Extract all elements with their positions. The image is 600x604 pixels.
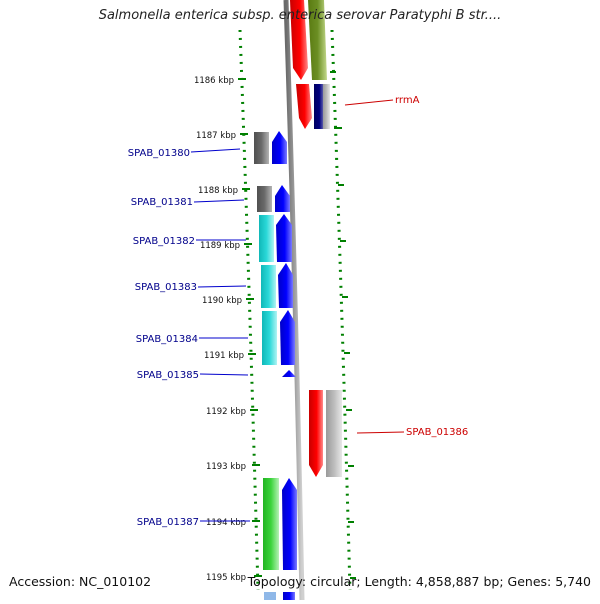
gene-spab-01382-blue[interactable] (276, 214, 292, 262)
gene-label-spab-01382[interactable]: SPAB_01382 (133, 236, 195, 247)
gene-label-spab-01385[interactable]: SPAB_01385 (137, 370, 199, 381)
tick-group-1186: 1186 kbp (194, 76, 246, 86)
tick-label: 1192 kbp (206, 407, 246, 417)
gene-spab-01383-cyan[interactable] (261, 265, 276, 308)
gene-label-spab-01381[interactable]: SPAB_01381 (131, 197, 193, 208)
tick-label: 1194 kbp (206, 518, 246, 528)
gene-label-spab-01386[interactable]: SPAB_01386 (406, 427, 468, 438)
gene-label-spab-01383[interactable]: SPAB_01383 (135, 282, 197, 293)
gene-spab-01381-grey[interactable] (257, 186, 272, 212)
tick-label: 1193 kbp (206, 462, 246, 472)
gene-spab-01382-cyan[interactable] (259, 215, 274, 262)
gene-spab-01387-green[interactable] (263, 478, 279, 570)
gene-reverse-top-red[interactable] (290, 0, 308, 80)
gene-rrma-navy[interactable] (314, 84, 323, 129)
tick-label: 1186 kbp (194, 76, 234, 86)
leader-spab-01385 (199, 373, 249, 376)
tick-ring-right (330, 29, 352, 591)
gene-label-spab-01380[interactable]: SPAB_01380 (128, 148, 190, 159)
leader-spab-01381 (193, 199, 245, 203)
tick-group-1195: 1195 kbp (206, 573, 262, 583)
tick-group-1193: 1193 kbp (206, 462, 260, 472)
leader-spab-01386 (356, 431, 405, 434)
topology-text: Topology: circular; Length: 4,858,887 bp… (247, 574, 591, 589)
tick-group-1192: 1192 kbp (206, 407, 258, 417)
tick-group-1189: 1189 kbp (200, 241, 252, 251)
leader-spab-01380 (190, 148, 241, 153)
gene-rrma-grey[interactable] (323, 84, 330, 129)
leader-rrma (344, 99, 394, 106)
tick-ring-left (238, 29, 260, 591)
gene-spab-01386-grey[interactable] (326, 390, 342, 477)
tick-label: 1191 kbp (204, 351, 244, 361)
tick-label: 1195 kbp (206, 573, 246, 583)
tick-group-1190: 1190 kbp (202, 296, 254, 306)
gene-spab-01383-blue[interactable] (278, 263, 293, 308)
tick-label: 1190 kbp (202, 296, 242, 306)
gene-spab-01385-blue[interactable] (282, 370, 296, 377)
gene-label-spab-01387[interactable]: SPAB_01387 (137, 517, 199, 528)
reverse-features (290, 0, 342, 477)
gene-label-rrma[interactable]: rrmA (395, 95, 420, 106)
gene-label-spab-01384[interactable]: SPAB_01384 (136, 334, 198, 345)
tick-label: 1189 kbp (200, 241, 240, 251)
gene-spab-01387-blue[interactable] (282, 478, 297, 570)
genome-backbone (283, 0, 305, 601)
gene-bottom-partial-a (264, 592, 276, 600)
gene-spab-01380-grey[interactable] (254, 132, 269, 164)
gene-reverse-top-olive[interactable] (308, 0, 327, 80)
tick-group-1191: 1191 kbp (204, 351, 256, 361)
tick-group-1187: 1187 kbp (196, 131, 248, 141)
gene-rrma-red[interactable] (296, 84, 312, 129)
map-title: Salmonella enterica subsp. enterica sero… (98, 8, 502, 23)
gene-spab-01381-blue[interactable] (275, 185, 290, 212)
tick-group-1194: 1194 kbp (206, 518, 260, 528)
gene-bottom-partial-b (283, 592, 295, 600)
tick-label: 1188 kbp (198, 186, 238, 196)
leader-spab-01383 (197, 285, 247, 288)
accession-text: Accession: NC_010102 (9, 574, 152, 589)
forward-features (254, 131, 297, 600)
tick-label: 1187 kbp (196, 131, 236, 141)
gene-spab-01384-cyan[interactable] (262, 311, 277, 365)
gene-spab-01386-red[interactable] (309, 390, 323, 477)
tick-group-1188: 1188 kbp (198, 186, 250, 196)
gene-spab-01380-blue[interactable] (272, 131, 287, 164)
gene-spab-01384-blue[interactable] (280, 310, 295, 365)
